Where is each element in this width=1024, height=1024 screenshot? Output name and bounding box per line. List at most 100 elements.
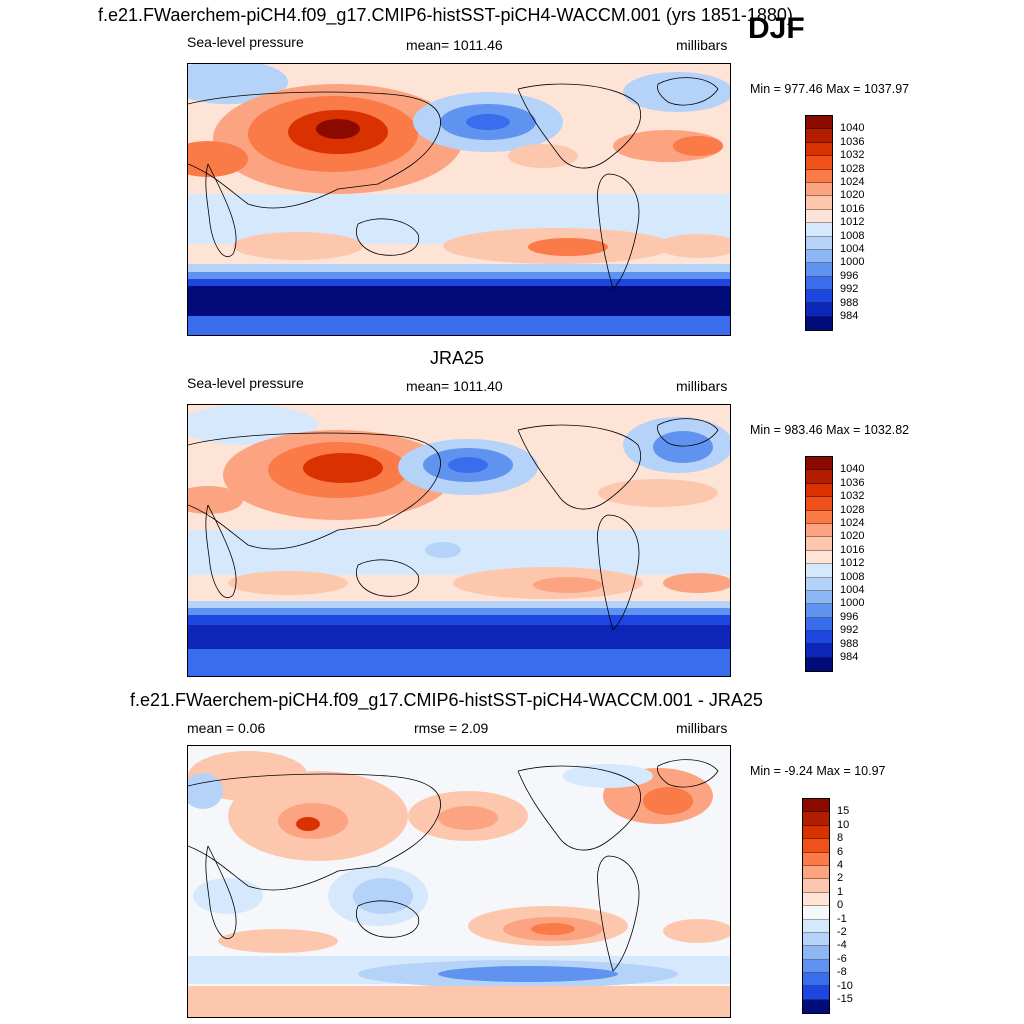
panel-diff-map xyxy=(187,745,731,1018)
colorbar-swatch xyxy=(803,825,829,840)
panel-diff-minmax: Min = -9.24 Max = 10.97 xyxy=(750,764,886,778)
colorbar-tick-label: 1 xyxy=(837,885,844,898)
panel-model-units-label: millibars xyxy=(676,37,728,53)
colorbar-tick-label: 6 xyxy=(837,845,844,858)
colorbar-tick-label: 1012 xyxy=(840,557,865,570)
colorbar-swatch xyxy=(806,497,832,511)
panel-diff-rmse-label: rmse = 2.09 xyxy=(414,720,489,736)
colorbar-swatch xyxy=(806,577,832,591)
colorbar-tick-label: -4 xyxy=(837,939,847,952)
colorbar-tick-label: 1012 xyxy=(840,216,865,229)
colorbar-swatch xyxy=(803,879,829,893)
panel-diff-colorbar xyxy=(802,798,830,1015)
colorbar-tick-label: 1032 xyxy=(840,490,865,503)
colorbar-tick-label: 1036 xyxy=(840,135,865,148)
colorbar-swatch xyxy=(806,550,832,565)
colorbar-swatch xyxy=(806,249,832,264)
colorbar-tick-label: 1000 xyxy=(840,256,865,269)
colorbar-tick-label: 10 xyxy=(837,818,850,831)
colorbar-tick-label: 8 xyxy=(837,832,844,845)
colorbar-swatch xyxy=(806,470,832,484)
colorbar-tick-label: -8 xyxy=(837,966,847,979)
colorbar-tick-label: 1024 xyxy=(840,517,865,529)
colorbar-swatch xyxy=(806,223,832,237)
colorbar-swatch xyxy=(806,316,832,331)
colorbar-swatch xyxy=(806,510,832,524)
colorbar-tick-label: 1036 xyxy=(840,476,865,489)
panel-obs-mean-label: mean= 1011.40 xyxy=(406,378,503,394)
colorbar-swatch xyxy=(806,604,832,618)
colorbar-tick-label: 1028 xyxy=(840,503,865,516)
panel-model-minmax: Min = 977.46 Max = 1037.97 xyxy=(750,82,910,96)
panel-diff-mean-label: mean = 0.06 xyxy=(187,720,266,736)
colorbar-swatch xyxy=(803,892,829,907)
colorbar-tick-label: 984 xyxy=(840,651,859,663)
colorbar-tick-label: -2 xyxy=(837,926,847,938)
colorbar-tick-label: 1028 xyxy=(840,162,865,175)
colorbar-swatch xyxy=(803,839,829,853)
colorbar-swatch xyxy=(806,564,832,578)
colorbar-swatch xyxy=(803,799,829,813)
panel-model-title: f.e21.FWaerchem-piCH4.f09_g17.CMIP6-hist… xyxy=(98,5,793,25)
colorbar-swatch xyxy=(806,182,832,197)
panel-obs-minmax: Min = 983.46 Max = 1032.82 xyxy=(750,423,910,437)
colorbar-tick-label: 996 xyxy=(840,610,859,623)
colorbar-swatch xyxy=(806,590,832,605)
colorbar-swatch xyxy=(806,209,832,224)
colorbar-tick-label: 1016 xyxy=(840,543,865,556)
colorbar-swatch xyxy=(806,276,832,291)
colorbar-swatch xyxy=(803,852,829,866)
colorbar-swatch xyxy=(806,290,832,304)
season-label: DJF xyxy=(748,12,805,45)
colorbar-swatch xyxy=(806,116,832,130)
colorbar-swatch xyxy=(803,906,829,920)
colorbar-tick-label: 1040 xyxy=(840,463,865,476)
colorbar-swatch xyxy=(806,303,832,317)
colorbar-swatch xyxy=(806,169,832,183)
panel-model-mean-label: mean= 1011.46 xyxy=(406,37,503,53)
colorbar-swatch xyxy=(806,129,832,143)
colorbar-tick-label: 988 xyxy=(840,637,859,650)
colorbar-tick-label: 1032 xyxy=(840,149,865,162)
colorbar-tick-label: 996 xyxy=(840,269,859,282)
colorbar-swatch xyxy=(806,142,832,157)
colorbar-swatch xyxy=(806,537,832,551)
panel-model-map xyxy=(187,63,731,336)
colorbar-swatch xyxy=(806,236,832,250)
panel-obs-title: JRA25 xyxy=(430,348,485,368)
colorbar-swatch xyxy=(803,812,829,826)
colorbar-tick-label: 1020 xyxy=(840,530,865,543)
colorbar-tick-label: 1024 xyxy=(840,176,865,188)
colorbar-swatch xyxy=(806,523,832,538)
panel-obs-map xyxy=(187,404,731,677)
panel-diff-units-label: millibars xyxy=(676,720,728,736)
colorbar-tick-label: 0 xyxy=(837,899,844,912)
colorbar-swatch xyxy=(806,617,832,632)
colorbar-swatch xyxy=(806,657,832,672)
colorbar-swatch xyxy=(803,946,829,960)
colorbar-tick-label: 1040 xyxy=(840,122,865,135)
colorbar-tick-label: 992 xyxy=(840,283,859,296)
colorbar-tick-label: 984 xyxy=(840,310,859,322)
colorbar-swatch xyxy=(806,196,832,210)
panel-obs-variable-label: Sea-level pressure xyxy=(187,375,304,391)
panel-obs-units-label: millibars xyxy=(676,378,728,394)
colorbar-tick-label: 1008 xyxy=(840,570,865,583)
colorbar-swatch xyxy=(806,644,832,658)
colorbar-swatch xyxy=(803,932,829,947)
colorbar-swatch xyxy=(806,156,832,170)
colorbar-swatch xyxy=(803,973,829,987)
panel-obs-colorbar xyxy=(805,456,833,673)
panel-model-colorbar xyxy=(805,115,833,332)
colorbar-tick-label: 992 xyxy=(840,624,859,637)
colorbar-swatch xyxy=(806,483,832,498)
colorbar-tick-label: 1004 xyxy=(840,584,865,596)
colorbar-swatch xyxy=(803,865,829,880)
colorbar-tick-label: 988 xyxy=(840,296,859,309)
colorbar-tick-label: 15 xyxy=(837,805,850,818)
colorbar-swatch xyxy=(806,631,832,645)
panel-model-variable-label: Sea-level pressure xyxy=(187,34,304,50)
colorbar-tick-label: -1 xyxy=(837,912,847,925)
colorbar-tick-label: -15 xyxy=(837,993,853,1005)
colorbar-tick-label: 1004 xyxy=(840,243,865,255)
